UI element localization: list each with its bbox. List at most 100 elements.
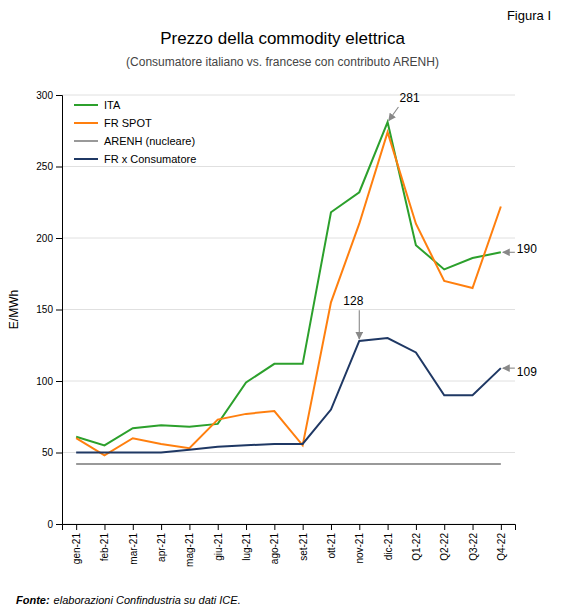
x-tick-mark bbox=[104, 524, 105, 530]
legend-label: ITA bbox=[104, 99, 121, 111]
y-tick: 300 bbox=[36, 90, 62, 101]
plot: 0 50 100 150 200 250 300 gen-21 feb-21 mar-21 apr-… bbox=[7, 90, 537, 567]
x-tick: giu-21 bbox=[213, 524, 224, 561]
x-tick: Q1-22 bbox=[411, 524, 422, 561]
x-tick-label: apr-21 bbox=[156, 533, 167, 562]
y-axis: 0 50 100 150 200 250 300 bbox=[36, 90, 62, 530]
title: Prezzo della commodity elettrica bbox=[160, 29, 405, 48]
y-tick-mark bbox=[56, 167, 62, 168]
legend-entry: ARENH (nucleare) bbox=[74, 135, 195, 147]
x-tick: nov-21 bbox=[354, 524, 365, 564]
x-tick: Q4-22 bbox=[496, 524, 507, 561]
x-tick: ott-21 bbox=[326, 524, 337, 559]
grid-line bbox=[62, 309, 515, 310]
annotation-arrow bbox=[503, 252, 515, 253]
x-tick-label: gen-21 bbox=[71, 533, 82, 565]
annotation: 109 bbox=[517, 365, 537, 379]
x-tick: ago-21 bbox=[269, 524, 280, 564]
y-axis-title: E/MWh bbox=[7, 290, 21, 329]
x-tick: dic-21 bbox=[383, 524, 394, 560]
y-tick-mark bbox=[56, 524, 62, 525]
x-axis-line bbox=[63, 525, 516, 531]
y-tick-label: 0 bbox=[47, 519, 53, 530]
x-tick-label: nov-21 bbox=[354, 533, 365, 564]
annotations: 281 128 190 109 bbox=[343, 91, 537, 379]
x-tick-mark bbox=[161, 524, 162, 530]
x-tick-label: ago-21 bbox=[269, 533, 280, 565]
legend-entry: FR SPOT bbox=[74, 117, 152, 129]
series-lines bbox=[76, 122, 501, 464]
x-tick-label: Q1-22 bbox=[411, 533, 422, 561]
x-tick-label: Q4-22 bbox=[496, 533, 507, 561]
y-tick-label: 100 bbox=[36, 376, 53, 387]
legend-label: ARENH (nucleare) bbox=[104, 135, 195, 147]
y-tick: 150 bbox=[36, 304, 62, 315]
y-tick-label: 150 bbox=[36, 304, 53, 315]
x-tick-mark bbox=[133, 524, 134, 530]
legend-label: FR SPOT bbox=[104, 117, 152, 129]
x-tick-mark bbox=[303, 524, 304, 530]
series-line bbox=[76, 132, 501, 455]
annotation: 281 bbox=[400, 91, 420, 105]
grid-line bbox=[62, 95, 515, 96]
annotation: 128 bbox=[343, 294, 363, 308]
chart: Figura IPrezzo della commodity elettrica… bbox=[0, 0, 565, 612]
x-tick: gen-21 bbox=[71, 524, 82, 564]
source: elaborazioni Confindustria su dati ICE. bbox=[54, 594, 241, 606]
x-tick-label: lug-21 bbox=[241, 533, 252, 561]
source-label: Fonte: bbox=[16, 594, 50, 606]
y-axis-line bbox=[56, 96, 63, 525]
legend-swatch bbox=[74, 104, 98, 106]
x-tick-label: feb-21 bbox=[99, 533, 110, 562]
x-tick-mark bbox=[473, 524, 474, 530]
series-line bbox=[76, 338, 501, 452]
x-tick-mark bbox=[444, 524, 445, 530]
annotation-arrow bbox=[503, 368, 515, 369]
y-tick-mark bbox=[56, 238, 62, 239]
y-tick-mark bbox=[56, 453, 62, 454]
x-tick-mark bbox=[359, 524, 360, 530]
x-tick: set-21 bbox=[298, 524, 309, 561]
y-tick: 250 bbox=[36, 161, 62, 172]
legend-entry: ITA bbox=[74, 99, 121, 111]
grid-line bbox=[62, 238, 515, 239]
series-line bbox=[76, 122, 501, 445]
x-tick: apr-21 bbox=[156, 524, 167, 562]
y-tick: 50 bbox=[42, 447, 62, 458]
x-tick-mark bbox=[189, 524, 190, 530]
legend-swatch bbox=[74, 158, 98, 160]
x-tick-label: mag-21 bbox=[184, 533, 195, 567]
x-tick-mark bbox=[76, 524, 77, 530]
x-tick-label: Q3-22 bbox=[468, 533, 479, 561]
legend-swatch bbox=[74, 122, 98, 124]
annotation: 190 bbox=[517, 242, 537, 256]
x-tick-mark bbox=[501, 524, 502, 530]
x-tick-mark bbox=[246, 524, 247, 530]
x-tick: Q2-22 bbox=[439, 524, 450, 561]
x-tick-mark bbox=[274, 524, 275, 530]
legend-label: FR x Consumatore bbox=[104, 153, 196, 165]
y-tick-label: 250 bbox=[36, 161, 53, 172]
legend-entry: FR x Consumatore bbox=[74, 153, 196, 165]
x-tick-mark bbox=[388, 524, 389, 530]
y-tick-label: 50 bbox=[42, 447, 54, 458]
y-tick-mark bbox=[56, 95, 62, 96]
y-tick-label: 300 bbox=[36, 90, 53, 101]
legend: ITA FR SPOT ARENH (nucleare) FR x Consumato… bbox=[74, 99, 196, 165]
x-tick-label: ott-21 bbox=[326, 533, 337, 559]
x-tick-label: dic-21 bbox=[383, 533, 394, 561]
y-tick: 100 bbox=[36, 376, 62, 387]
x-tick-mark bbox=[331, 524, 332, 530]
y-tick-mark bbox=[56, 381, 62, 382]
annotation-arrow bbox=[389, 107, 399, 121]
x-tick-label: mar-21 bbox=[128, 533, 139, 565]
x-tick-mark bbox=[416, 524, 417, 530]
legend-swatch bbox=[74, 140, 98, 142]
subtitle: (Consumatore italiano vs. francese con c… bbox=[126, 55, 439, 69]
series-line bbox=[76, 463, 501, 465]
grid bbox=[62, 95, 515, 524]
y-tick-label: 200 bbox=[36, 233, 53, 244]
y-tick: 0 bbox=[47, 519, 62, 530]
annotation-arrow bbox=[359, 310, 360, 339]
x-tick: feb-21 bbox=[99, 524, 110, 561]
